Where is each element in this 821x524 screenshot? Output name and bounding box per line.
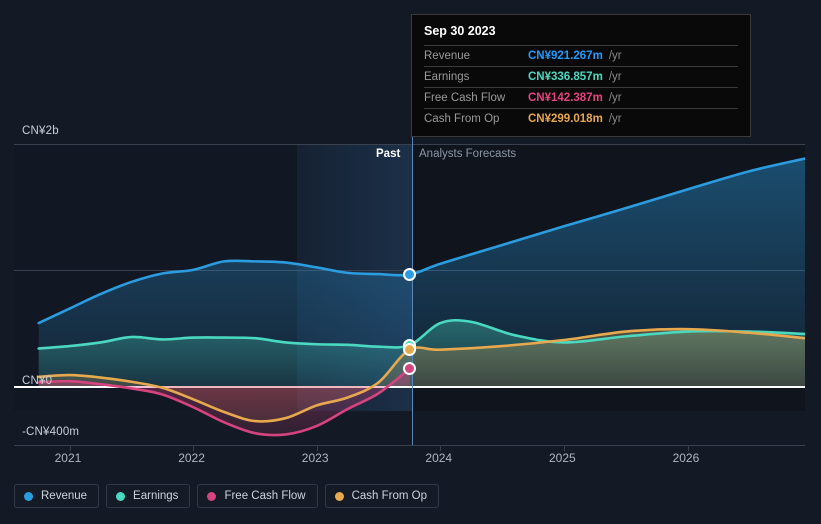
chart-legend: Revenue Earnings Free Cash Flow Cash From O…: [14, 484, 440, 508]
marker-cash-from-op[interactable]: [403, 343, 416, 357]
tooltip-row-label: Free Cash Flow: [424, 92, 506, 104]
legend-item-label: Cash From Op: [351, 490, 428, 502]
marker-free-cash-flow[interactable]: [403, 362, 416, 376]
legend-item-label: Earnings: [133, 490, 179, 502]
legend-color-swatch-icon: [207, 491, 217, 501]
tooltip-row-value: CN¥336.857m: [528, 71, 603, 83]
tooltip-row-unit: /yr: [608, 71, 622, 83]
legend-item-free-cash-flow[interactable]: Free Cash Flow: [197, 484, 318, 508]
tooltip-row-unit: /yr: [608, 92, 622, 104]
tooltip-row-value: CN¥921.267m: [528, 50, 603, 62]
y-axis-label-zero: CN¥0: [22, 375, 53, 387]
tooltip-row-label: Revenue: [424, 50, 471, 62]
x-axis-label: 2026: [672, 451, 700, 465]
x-axis-label: 2024: [425, 451, 453, 465]
x-axis-label: 2023: [301, 451, 329, 465]
tooltip-row: Cash From Op CN¥299.018m/yr: [424, 108, 738, 129]
x-axis-label: 2025: [548, 451, 576, 465]
marker-revenue[interactable]: [403, 268, 416, 282]
past-forecast-divider: [412, 120, 413, 445]
y-axis-label-bottom: -CN¥400m: [22, 426, 80, 438]
tooltip-row: Free Cash Flow CN¥142.387m/yr: [424, 87, 738, 108]
x-axis-label: 2022: [178, 451, 205, 465]
tooltip-date: Sep 30 2023: [424, 24, 496, 38]
x-tick: [69, 445, 71, 451]
plot-area: Past Analysts Forecasts: [0, 120, 821, 446]
data-tooltip: Sep 30 2023 Revenue CN¥921.267m/yr Earning…: [411, 14, 751, 137]
y-axis-label-top: CN¥2b: [22, 125, 59, 137]
legend-item-revenue[interactable]: Revenue: [14, 484, 100, 508]
x-tick: [193, 445, 195, 451]
tooltip-row-unit: /yr: [608, 50, 622, 62]
legend-item-cash-from-op[interactable]: Cash From Op: [324, 484, 440, 508]
tooltip-row-value: CN¥299.018m: [528, 113, 603, 125]
x-tick: [563, 445, 565, 451]
tooltip-row-label: Earnings: [424, 71, 470, 83]
tooltip-row-label: Cash From Op: [424, 113, 500, 125]
x-tick: [687, 445, 689, 451]
x-tick: [440, 445, 442, 451]
segment-label-forecast: Analysts Forecasts: [419, 148, 517, 160]
tooltip-row-value: CN¥142.387m: [528, 92, 603, 104]
x-axis-label: 2021: [54, 451, 82, 465]
legend-color-swatch-icon: [24, 491, 33, 501]
legend-item-label: Revenue: [41, 490, 88, 502]
legend-item-label: Free Cash Flow: [224, 490, 306, 502]
legend-color-swatch-icon: [334, 491, 344, 501]
x-axis-line: [14, 445, 805, 446]
x-tick: [316, 445, 318, 451]
tooltip-row: Earnings CN¥336.857m/yr: [424, 66, 738, 87]
legend-item-earnings[interactable]: Earnings: [106, 484, 191, 508]
tooltip-row: Revenue CN¥921.267m/yr: [424, 45, 738, 66]
gridline-2b: [14, 144, 805, 145]
tooltip-rows: Revenue CN¥921.267m/yr Earnings CN¥336.857m…: [424, 45, 738, 129]
segment-label-past: Past: [376, 148, 401, 160]
zero-line: [14, 386, 805, 388]
tooltip-row-unit: /yr: [608, 113, 622, 125]
series-paths: [37, 157, 805, 437]
legend-color-swatch-icon: [116, 491, 126, 501]
